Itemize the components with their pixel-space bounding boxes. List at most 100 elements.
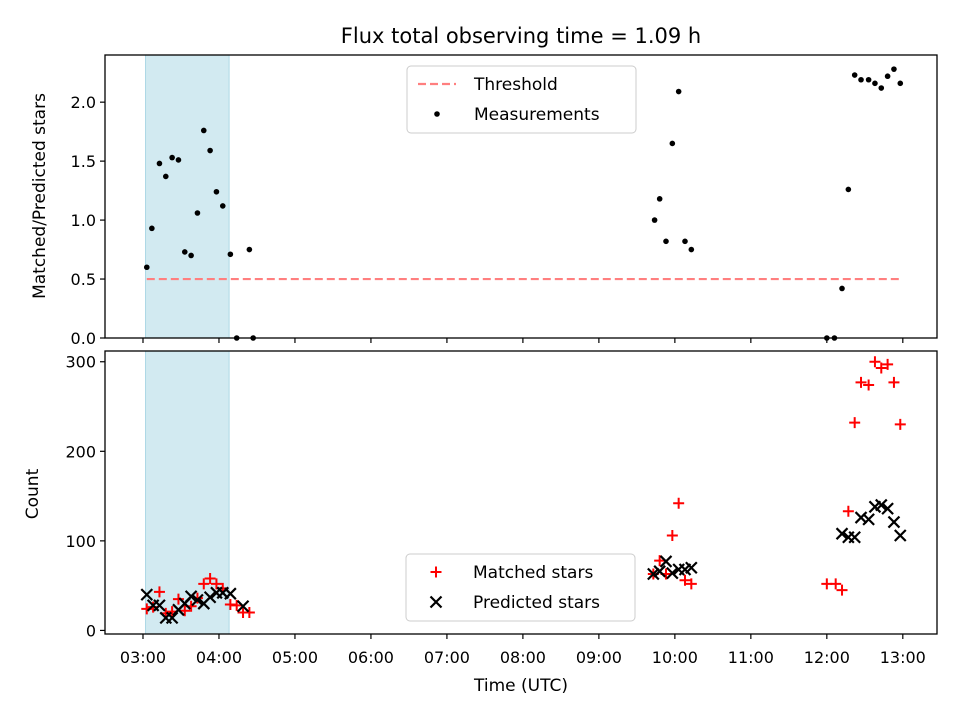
top-panel: 0.0 0.5 1.0 1.5 2.0 Threshold Measurements — [71, 54, 938, 348]
matched-stars-point — [654, 555, 666, 567]
axes-frame — [104, 350, 938, 635]
legend-matched-stars-swatch — [430, 566, 442, 578]
legend-frame — [405, 553, 636, 622]
predicted-stars-point — [862, 513, 875, 526]
matched-stars-point — [210, 578, 222, 590]
measurement-point — [839, 285, 845, 292]
measurement-point — [175, 157, 182, 163]
predicted-stars-point — [191, 593, 204, 607]
measurement-point — [858, 76, 864, 83]
x-tick-label: 03:00 — [120, 648, 166, 667]
x-axis-label: Time (UTC) — [473, 676, 568, 696]
bottom-y-axis-label: Count — [23, 468, 43, 519]
matched-stars-point — [198, 578, 210, 590]
matched-stars-point — [231, 599, 243, 611]
predicted-stars-point — [893, 529, 907, 542]
measurement-point — [884, 73, 891, 80]
top-y-axis-label: Matched/Predicted stars — [30, 93, 50, 299]
matched-stars-point — [863, 379, 875, 391]
x-tick-label: 06:00 — [348, 648, 394, 667]
y-tick-label: 100 — [65, 532, 96, 551]
measurement-point — [169, 154, 175, 161]
measurement-point — [156, 160, 163, 167]
x-tick-label: 10:00 — [652, 648, 698, 667]
legend-measurements-swatch — [434, 111, 440, 117]
matched-stars-point — [855, 376, 867, 388]
matched-stars-point — [869, 356, 881, 368]
measurement-point — [246, 246, 253, 253]
y-tick-label: 0 — [86, 621, 96, 640]
legend: Matched stars Predicted stars — [405, 553, 636, 622]
measurement-point — [865, 76, 872, 83]
axes-frame — [104, 54, 938, 339]
measurement-point — [878, 85, 885, 91]
legend-predicted-stars-swatch — [429, 595, 443, 609]
y-tick-label: 1.5 — [71, 152, 96, 171]
figure-title: Flux total observing time = 1.09 h — [341, 24, 701, 48]
measurement-point — [200, 127, 207, 134]
predicted-stars-point — [153, 599, 166, 612]
measurement-point — [845, 186, 852, 193]
matched-stars-point — [673, 497, 685, 509]
legend: Threshold Measurements — [406, 65, 637, 134]
y-tick-label: 2.0 — [71, 93, 96, 112]
matched-stars-point — [204, 572, 216, 584]
shaded-interval — [145, 54, 230, 339]
matched-stars-point — [179, 605, 191, 617]
measurement-point — [675, 88, 682, 95]
matched-stars-point — [888, 376, 900, 388]
y-tick-label: 0.0 — [71, 329, 96, 348]
predicted-stars-point — [835, 527, 849, 540]
predicted-stars-point — [848, 531, 861, 544]
predicted-stars-point — [184, 590, 198, 603]
x-tick-label: 04:00 — [196, 648, 242, 667]
predicted-stars-point — [659, 555, 673, 568]
measurement-point — [656, 196, 663, 202]
predicted-stars-point — [881, 502, 894, 515]
x-tick-label: 08:00 — [500, 648, 546, 667]
legend-frame — [406, 65, 637, 134]
matched-stars-point — [679, 574, 691, 586]
matched-stars-point — [153, 586, 165, 598]
measurement-point — [851, 72, 858, 78]
y-tick-label: 200 — [65, 442, 96, 461]
measurement-point — [669, 140, 676, 147]
matched-stars-point — [666, 529, 678, 541]
measurement-point — [181, 249, 188, 255]
predicted-stars-point — [224, 587, 237, 600]
predicted-stars-point — [653, 565, 666, 578]
measurement-point — [682, 238, 688, 245]
x-tick-label: 07:00 — [424, 648, 470, 667]
matched-stars-point — [830, 578, 842, 590]
x-tick-label: 09:00 — [576, 648, 622, 667]
matched-stars-point — [882, 358, 894, 370]
measurement-point — [213, 188, 220, 195]
matched-stars-point — [849, 417, 861, 429]
x-tick-label: 11:00 — [728, 648, 774, 667]
measurement-point — [227, 251, 234, 258]
x-tick-label: 13:00 — [880, 648, 926, 667]
matched-stars-point — [894, 418, 906, 430]
predicted-stars-point — [875, 498, 888, 512]
matched-stars-point — [875, 362, 887, 374]
measurement-point — [663, 238, 669, 245]
legend-label: Matched stars — [473, 563, 593, 583]
measurement-point — [219, 203, 226, 209]
predicted-stars-point — [647, 567, 660, 581]
y-tick-label: 300 — [65, 353, 96, 372]
measurement-point — [149, 225, 155, 232]
measurement-point — [188, 252, 194, 259]
predicted-stars-point — [140, 588, 154, 601]
x-tick-label: 05:00 — [272, 648, 318, 667]
measurement-point — [651, 217, 658, 223]
measurement-point — [872, 80, 878, 87]
measurement-point — [162, 173, 169, 180]
predicted-stars-point — [887, 515, 901, 529]
measurement-point — [207, 147, 213, 154]
predicted-stars-point — [685, 561, 698, 575]
predicted-stars-point — [666, 566, 679, 580]
measurement-point — [143, 264, 150, 271]
predicted-stars-point — [165, 611, 179, 625]
legend-label: Predicted stars — [473, 593, 600, 613]
